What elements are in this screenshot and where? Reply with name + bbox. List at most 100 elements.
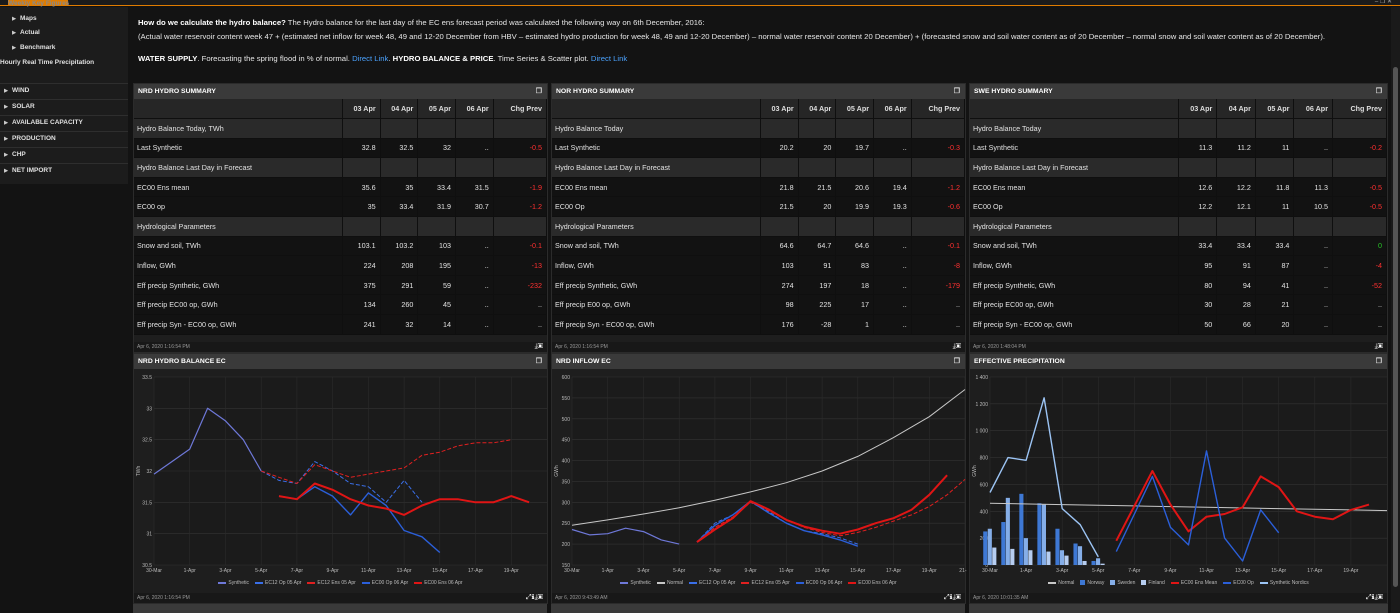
hydro-balance-price-link[interactable]: Direct Link [590,54,628,64]
download-icon[interactable]: ⤓ [1374,343,1378,350]
y-tick-label: 32 [146,469,152,475]
table-cell: 91 [798,255,837,276]
download-icon[interactable]: ⤓ [534,343,538,350]
download-icon[interactable]: ⤓ [534,594,538,601]
table-row: Hydro Balance Today [970,118,1387,139]
popout-icon[interactable]: ❐ [535,358,542,365]
table-cell: .. [1293,275,1333,296]
expand-icon[interactable]: ⤢ [944,594,950,601]
popout-icon[interactable]: ❐ [535,88,542,95]
excel-icon[interactable]: ▣ [1377,343,1383,350]
table-cell: 80 [1178,275,1218,296]
bar [1001,522,1006,565]
legend-item[interactable]: EC12 Ens 05 Apr [741,580,790,586]
expand-triangle-icon: ▶ [4,152,8,158]
y-axis-label: GWh [554,465,560,477]
vertical-scrollbar[interactable] [1391,7,1400,613]
sidebar-item[interactable]: ▶ AVAILABLE CAPACITY [0,115,128,129]
table-row: Eff precip E00 op, GWh 98 225 17.... [552,294,966,316]
x-tick-label: 17-Apr [886,568,901,574]
row-label: Hydro Balance Today [552,118,761,139]
legend-swatch [656,581,665,584]
sidebar-item[interactable]: ▶ PRODUCTION [0,131,128,145]
info-icon[interactable]: ℹ [949,594,953,601]
sidebar-item-label: Hourly Real Time Precipitation [0,59,95,66]
legend-item[interactable]: EC00 Op 06 Apr [361,580,408,586]
table-cell: -52 [1332,275,1387,296]
table-cell: .. [873,236,912,257]
legend-item[interactable]: Synthetic [620,580,651,586]
legend-item[interactable]: EC12 Op 05 Apr [255,580,301,586]
table-cell: 33.4 [1255,236,1295,257]
legend-swatch [689,581,698,584]
excel-icon[interactable]: ▣ [1377,594,1383,601]
excel-icon[interactable]: ▣ [955,594,961,601]
y-tick-label: 300 [562,500,571,506]
excel-icon[interactable]: ▣ [537,343,543,350]
excel-icon[interactable]: ▣ [955,343,961,350]
window-controls[interactable]: – ❐ ✕ [1374,0,1392,5]
popout-icon[interactable]: ❐ [1375,358,1382,365]
info-text: How do we calculate the hydro balance? T… [138,18,1388,69]
expand-triangle-icon: ▶ [4,104,8,110]
table-cell [380,118,419,139]
download-icon[interactable]: ⤓ [952,594,956,601]
legend-item[interactable]: Normal [656,580,683,586]
sidebar-item[interactable]: ▶ CHP [0,147,128,161]
timestamp: Apr 6, 2020 1:16:54 PM [137,595,190,601]
table-cell [417,118,457,139]
sidebar-item[interactable]: ▶ SOLAR [0,99,128,113]
sidebar-item[interactable]: ▶ Actual [0,26,128,40]
table-cell: .. [1332,314,1387,335]
info-icon[interactable]: ℹ [1371,594,1375,601]
x-tick-label: 3-Apr [219,568,232,574]
app-logo [8,0,68,5]
legend-item[interactable]: EC00 Op [1223,580,1254,586]
sidebar-item[interactable]: ▶ Maps [0,12,128,26]
table-cell: 21 [1255,294,1295,316]
legend-item[interactable]: Norway [1080,580,1104,586]
legend-item[interactable]: EC00 Ens 06 Apr [414,580,463,586]
table-row: Hydro Balance Last Day in Forecast [134,157,548,178]
popout-icon[interactable]: ❐ [953,358,960,365]
legend-item[interactable]: Sweden [1110,580,1135,586]
sidebar-item[interactable]: Hourly Real Time Precipitation [0,56,128,70]
table-cell: .. [493,294,548,316]
legend-item[interactable]: Finland [1141,580,1165,586]
download-icon[interactable]: ⤓ [952,343,956,350]
popout-icon[interactable]: ❐ [953,88,960,95]
column-header: 04 Apr [380,99,419,120]
legend-item[interactable]: Normal [1048,580,1074,586]
legend-item[interactable]: Synthetic [218,580,249,586]
sidebar-item[interactable]: ▶ WIND [0,83,128,97]
sidebar-item[interactable]: ▶ NET IMPORT [0,163,128,177]
panel-header: NRD INFLOW EC ❐ [552,354,965,369]
legend-item[interactable]: EC12 Op 05 Apr [689,580,735,586]
sidebar-item[interactable]: ▶ Benchmark [0,41,128,55]
table-row: EC00 Ens mean 35.6 35 33.4 31.5 -1.9 [134,177,548,198]
table-cell [1332,216,1387,237]
x-tick-label: 15-Apr [432,568,447,574]
legend-item[interactable]: EC00 Ens 06 Apr [848,580,897,586]
popout-icon[interactable]: ❐ [1375,88,1382,95]
table-cell [455,157,494,178]
table-row: Hydro Balance Last Day in Forecast [970,157,1387,178]
excel-icon[interactable]: ▣ [537,594,543,601]
legend-item[interactable]: Synthetic Nordics [1259,580,1309,586]
table-cell: 21.8 [760,177,799,198]
water-supply-link[interactable]: Direct Link [352,54,389,64]
legend-item[interactable]: EC00 Ens Mean [1170,580,1217,586]
plot-area [572,377,965,565]
scrollbar-thumb[interactable] [1393,67,1398,587]
row-label: Eff precip Syn - EC00 op, GWh [970,314,1179,335]
expand-icon[interactable]: ⤢ [526,594,532,601]
download-icon[interactable]: ⤓ [1374,594,1378,601]
legend-item[interactable]: EC00 Op 06 Apr [795,580,842,586]
info-icon[interactable]: ℹ [531,594,535,601]
table-cell: .. [911,294,966,316]
table-cell: 134 [342,294,381,316]
column-header: 06 Apr [873,99,912,120]
legend-item[interactable]: EC12 Ens 05 Apr [307,580,356,586]
sidebar-item[interactable]: Weekly Key Figures [0,0,128,11]
expand-icon[interactable]: ⤢ [1366,594,1372,601]
